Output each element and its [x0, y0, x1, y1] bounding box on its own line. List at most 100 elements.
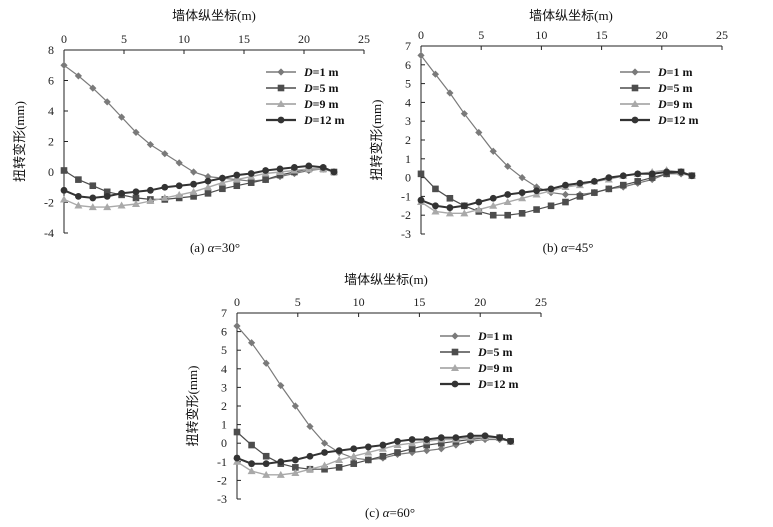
- legend-marker-d-5-m: [451, 348, 459, 356]
- data-point-d-12-m: [103, 193, 111, 200]
- data-point-d-5-m: [335, 464, 343, 471]
- y-tick-label: -2: [44, 196, 54, 210]
- data-point-d-9-m: [189, 187, 198, 195]
- data-point-d-1-m: [74, 72, 82, 80]
- y-tick-label: 3: [405, 114, 411, 128]
- y-tick-label: 1: [221, 418, 227, 432]
- x-tick-label: 0: [61, 32, 67, 46]
- data-point-d-1-m: [475, 128, 483, 137]
- y-tick-label: 7: [405, 39, 411, 53]
- data-point-d-9-m: [460, 209, 469, 217]
- data-point-d-5-m: [489, 211, 497, 219]
- data-point-d-12-m: [475, 198, 483, 206]
- data-point-d-9-m: [291, 468, 300, 476]
- y-axis-title: 扭转变形(mm): [369, 100, 384, 181]
- data-point-d-12-m: [408, 436, 416, 443]
- legend-label-d-9-m: D=9 m: [657, 97, 693, 111]
- data-point-d-12-m: [663, 168, 671, 176]
- legend-marker-d-12-m: [451, 380, 459, 388]
- y-axis-title: 扭转变形(mm): [185, 366, 200, 447]
- legend-marker-d-1-m: [631, 68, 639, 76]
- x-tick-label: 25: [716, 28, 728, 42]
- y-tick-label: 1: [405, 152, 411, 166]
- data-point-d-1-m: [417, 51, 425, 59]
- legend-label-d-12-m: D=12 m: [303, 113, 345, 127]
- data-point-d-1-m: [504, 162, 512, 170]
- data-point-d-12-m: [533, 187, 540, 195]
- data-point-d-5-m: [432, 185, 439, 193]
- data-point-d-12-m: [460, 202, 468, 210]
- data-point-d-12-m: [190, 180, 198, 188]
- data-point-d-12-m: [247, 170, 255, 177]
- data-point-d-1-m: [446, 89, 454, 97]
- data-point-d-5-m: [132, 194, 140, 202]
- data-point-d-12-m: [350, 445, 358, 453]
- data-point-d-5-m: [446, 194, 454, 202]
- data-point-d-9-m: [503, 198, 512, 206]
- data-point-d-12-m: [446, 204, 454, 212]
- data-point-d-5-m: [233, 182, 241, 190]
- chart-panel-2: 0 5 10 15 20 2576543210-1-2-3墙体纵坐标(m)扭转变形(mm)…: [369, 8, 728, 255]
- data-point-d-9-m: [146, 196, 155, 204]
- data-point-d-9-m: [431, 207, 440, 215]
- x-tick-label: 0: [418, 28, 424, 42]
- data-point-d-5-m: [219, 185, 226, 193]
- data-point-d-5-m: [247, 179, 255, 186]
- data-point-d-12-m: [161, 183, 169, 191]
- data-point-d-5-m: [190, 193, 197, 200]
- data-point-d-12-m: [262, 167, 269, 174]
- data-point-d-9-m: [276, 470, 285, 478]
- data-point-d-12-m: [518, 189, 526, 197]
- data-point-d-1-m: [175, 159, 183, 167]
- data-point-d-1-m: [190, 168, 198, 176]
- legend-marker-d-9-m: [631, 100, 639, 107]
- data-point-d-5-m: [350, 460, 358, 467]
- y-tick-label: -3: [401, 227, 411, 241]
- data-point-d-12-m: [132, 188, 140, 196]
- legend-label-d-1-m: D=1 m: [477, 329, 513, 343]
- y-tick-label: 2: [48, 135, 54, 149]
- legend-label-d-9-m: D=9 m: [303, 97, 339, 111]
- data-point-d-12-m: [467, 432, 474, 440]
- data-point-d-5-m: [365, 456, 372, 464]
- x-axis-title: 墙体纵坐标(m): [529, 8, 613, 23]
- data-point-d-12-m: [417, 196, 425, 204]
- data-point-d-1-m: [132, 128, 140, 136]
- data-point-d-5-m: [648, 174, 656, 181]
- data-point-d-5-m: [504, 211, 511, 219]
- data-point-d-5-m: [576, 193, 584, 200]
- y-tick-label: -4: [44, 226, 54, 240]
- data-point-d-12-m: [147, 186, 154, 194]
- data-point-d-12-m: [590, 177, 598, 185]
- legend-label-d-1-m: D=1 m: [657, 65, 693, 79]
- data-point-d-1-m: [60, 61, 68, 69]
- data-point-d-5-m: [634, 178, 642, 185]
- y-tick-label: 6: [405, 58, 411, 72]
- data-point-d-9-m: [262, 470, 271, 478]
- data-point-d-12-m: [648, 170, 656, 178]
- data-point-d-9-m: [160, 193, 169, 201]
- data-point-d-5-m: [89, 182, 97, 190]
- data-point-d-9-m: [132, 200, 140, 208]
- x-tick-label: 0: [234, 295, 240, 309]
- data-point-d-12-m: [379, 441, 387, 449]
- legend-label-d-5-m: D=5 m: [657, 81, 693, 95]
- x-tick-label: 5: [478, 28, 484, 42]
- y-tick-label: 4: [48, 104, 54, 118]
- legend-marker-d-12-m: [631, 116, 639, 124]
- data-point-d-12-m: [481, 432, 489, 440]
- data-point-d-1-m: [561, 190, 570, 199]
- data-point-d-9-m: [320, 461, 329, 469]
- data-point-d-5-m: [562, 198, 569, 206]
- data-point-d-12-m: [291, 456, 299, 464]
- y-tick-label: -1: [217, 455, 227, 469]
- data-point-d-5-m: [262, 176, 269, 183]
- data-point-d-9-m: [489, 201, 498, 209]
- data-point-d-12-m: [432, 202, 439, 210]
- data-point-d-5-m: [437, 439, 445, 447]
- data-point-d-5-m: [248, 441, 255, 449]
- x-axis-title: 墙体纵坐标(m): [344, 272, 428, 287]
- x-tick-label: 10: [178, 32, 190, 46]
- data-point-d-12-m: [75, 193, 82, 200]
